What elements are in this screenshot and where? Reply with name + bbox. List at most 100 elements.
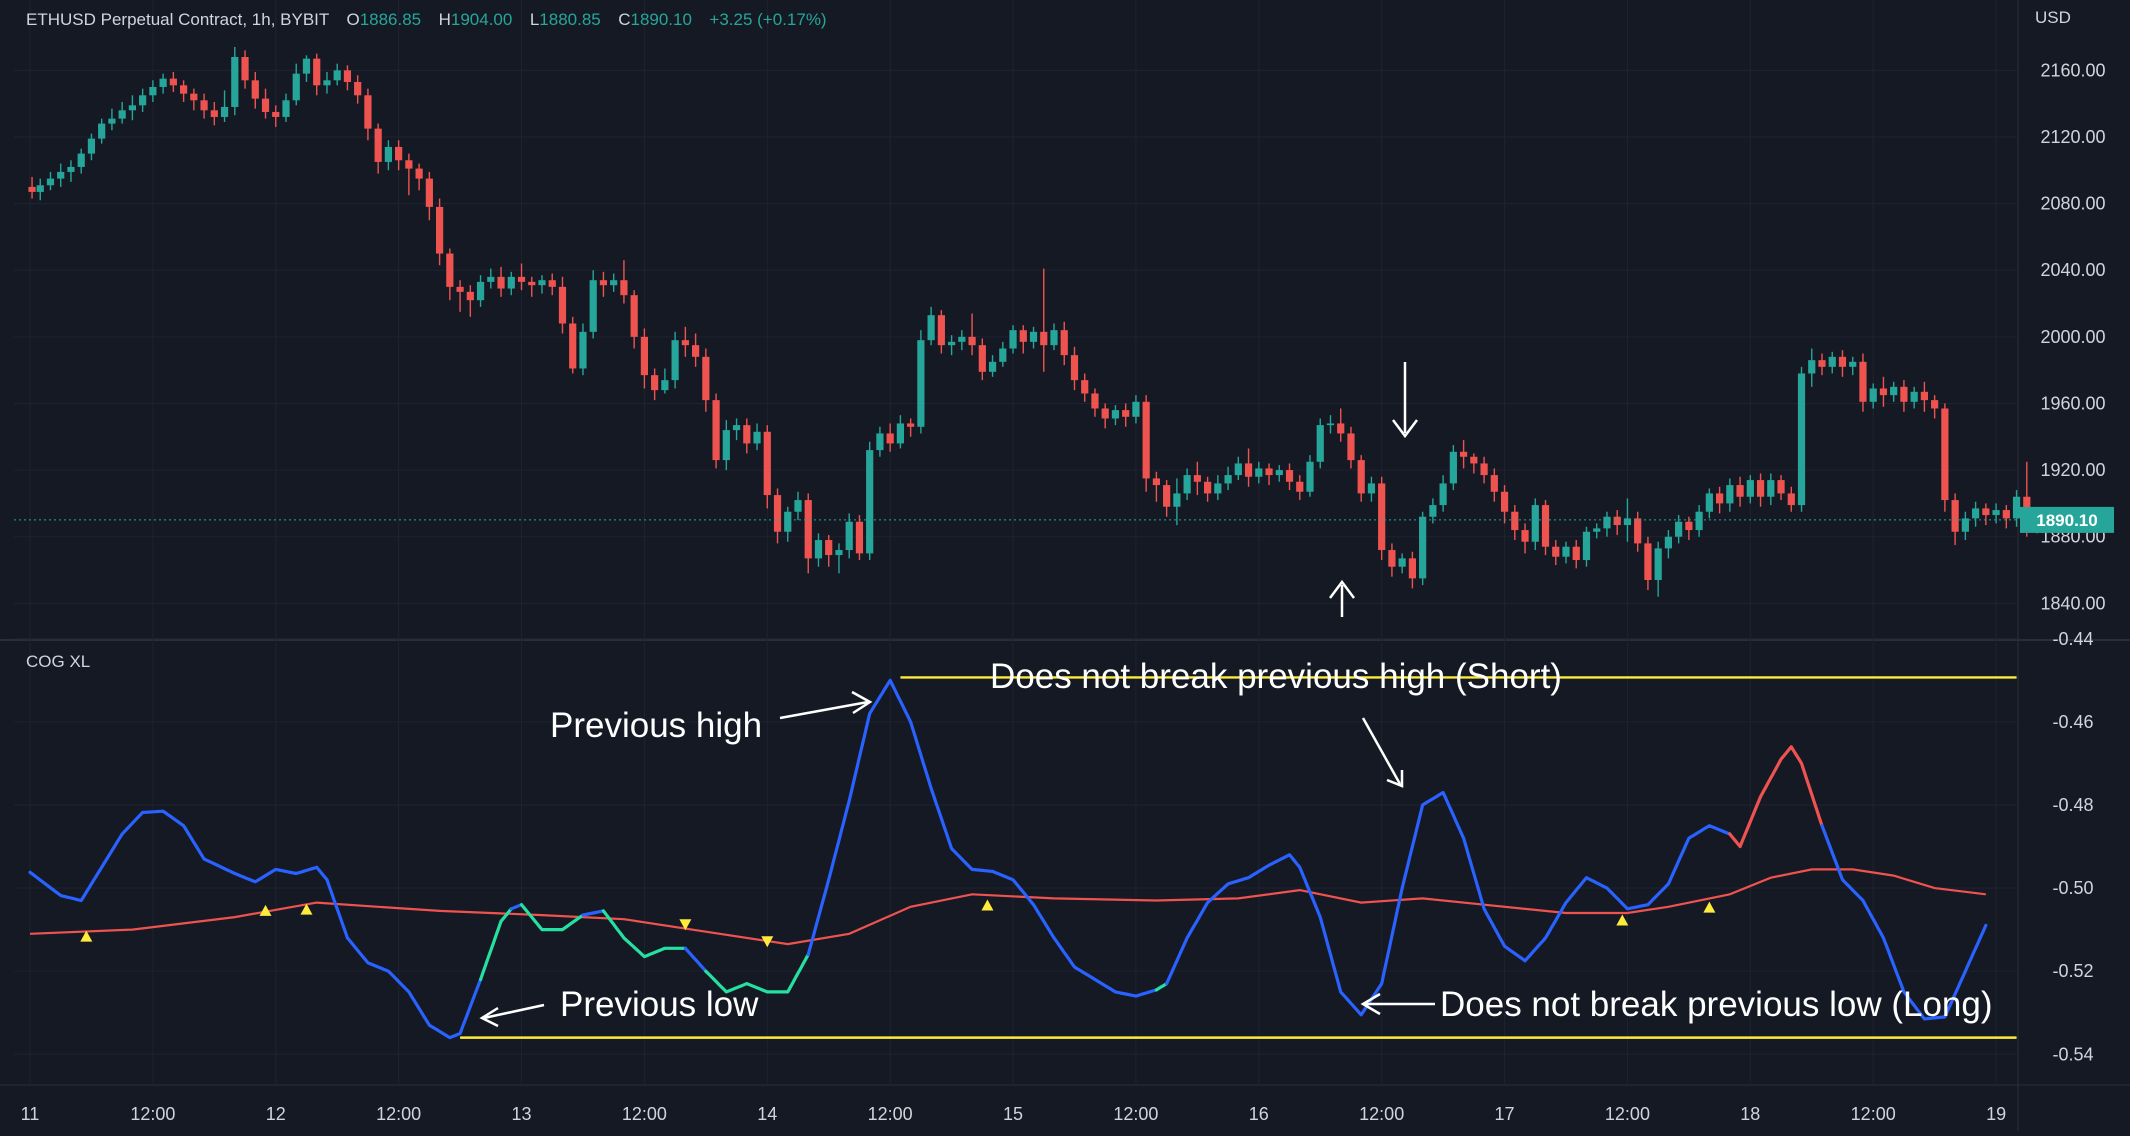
candle-body	[1122, 410, 1130, 417]
candle	[589, 270, 597, 339]
candle	[640, 328, 648, 389]
price-tick-label: 1920.00	[2040, 460, 2105, 480]
candle	[1101, 403, 1109, 429]
candle	[343, 65, 352, 91]
cog-line-segment	[581, 909, 606, 917]
candle	[507, 271, 515, 296]
candle-body	[558, 286, 567, 324]
candle-body	[743, 425, 751, 444]
time-tick-label: 19	[1986, 1104, 2006, 1124]
candle	[1920, 381, 1928, 412]
candle	[814, 533, 823, 567]
candle-body	[548, 280, 556, 287]
candle	[425, 171, 433, 221]
candle-body	[364, 95, 372, 129]
candle	[1367, 476, 1376, 502]
candle-body	[1316, 425, 1324, 462]
time-tick-label: 12:00	[130, 1104, 175, 1124]
candle-body	[1808, 360, 1816, 374]
candle	[1664, 530, 1672, 559]
candle	[1081, 373, 1089, 402]
candle-body	[1111, 410, 1120, 419]
candle	[1552, 540, 1560, 566]
candle-body	[517, 276, 526, 282]
candle	[1306, 455, 1314, 497]
candle	[1255, 461, 1263, 484]
price-tick-label: 2080.00	[2040, 194, 2105, 214]
change-value: +3.25 (+0.17%)	[709, 10, 827, 29]
candle	[784, 506, 792, 542]
candle-body	[538, 280, 546, 286]
candle-body	[886, 433, 894, 444]
candle-body	[1009, 330, 1017, 349]
candle	[1419, 511, 1427, 586]
candle-body	[180, 85, 188, 94]
candle-body	[118, 110, 126, 119]
candle-body	[907, 423, 915, 427]
price-tick-label: 2160.00	[2040, 60, 2105, 80]
candle-body	[466, 291, 474, 301]
candle	[476, 275, 485, 307]
close-label: C	[618, 10, 631, 29]
candle-body	[1849, 361, 1857, 367]
candle	[46, 171, 55, 191]
candle	[651, 368, 659, 401]
candle-body	[640, 336, 648, 376]
candle-body	[825, 540, 833, 556]
candle-body	[1378, 483, 1386, 551]
candle	[1050, 323, 1058, 351]
candle-body	[1050, 330, 1058, 346]
candle-body	[1644, 543, 1652, 581]
candle	[978, 338, 986, 381]
candle-body	[896, 423, 904, 444]
candle-body	[282, 100, 290, 117]
candle	[1326, 415, 1335, 434]
time-tick-label: 12:00	[1113, 1104, 1158, 1124]
candle-body	[231, 56, 239, 107]
candle	[364, 88, 372, 141]
candle-body	[1224, 475, 1232, 484]
candle	[395, 140, 403, 171]
indicator-name[interactable]: COG XL	[26, 652, 91, 671]
annotation-previous-low: Previous low	[560, 985, 759, 1024]
candle-body	[1726, 485, 1734, 504]
candle-body	[763, 431, 771, 496]
candle	[456, 280, 464, 312]
candle	[1828, 351, 1836, 374]
candle	[579, 323, 587, 376]
candle	[28, 176, 36, 199]
candle	[251, 71, 259, 109]
candle-body	[507, 276, 515, 289]
candle-body	[1173, 493, 1181, 507]
candle-body	[1869, 388, 1877, 402]
candle-body	[1777, 480, 1785, 494]
candle-body	[671, 340, 679, 381]
candle-body	[1572, 546, 1580, 561]
candle	[907, 418, 915, 437]
candle	[1992, 503, 2000, 524]
candle-body	[200, 100, 208, 111]
candle-body	[1675, 521, 1683, 537]
time-tick-label: 12:00	[1851, 1104, 1896, 1124]
candle	[671, 331, 679, 389]
candle-body	[1716, 493, 1724, 504]
candle	[1296, 475, 1304, 501]
candle-body	[1347, 433, 1355, 461]
candle	[282, 93, 290, 122]
candle	[87, 133, 96, 161]
candle-body	[1060, 330, 1068, 356]
time-tick-label: 12:00	[1359, 1104, 1404, 1124]
candle	[1163, 480, 1171, 517]
candle	[1122, 403, 1130, 427]
candle-body	[855, 521, 864, 554]
candle	[1716, 486, 1724, 514]
candle	[1275, 465, 1283, 482]
candle-body	[1214, 483, 1222, 494]
candle	[1756, 473, 1765, 507]
candle	[1603, 511, 1611, 537]
candle	[1439, 475, 1447, 512]
candle-body	[1828, 356, 1836, 367]
candle-body	[405, 160, 413, 169]
candle	[1931, 395, 1939, 419]
